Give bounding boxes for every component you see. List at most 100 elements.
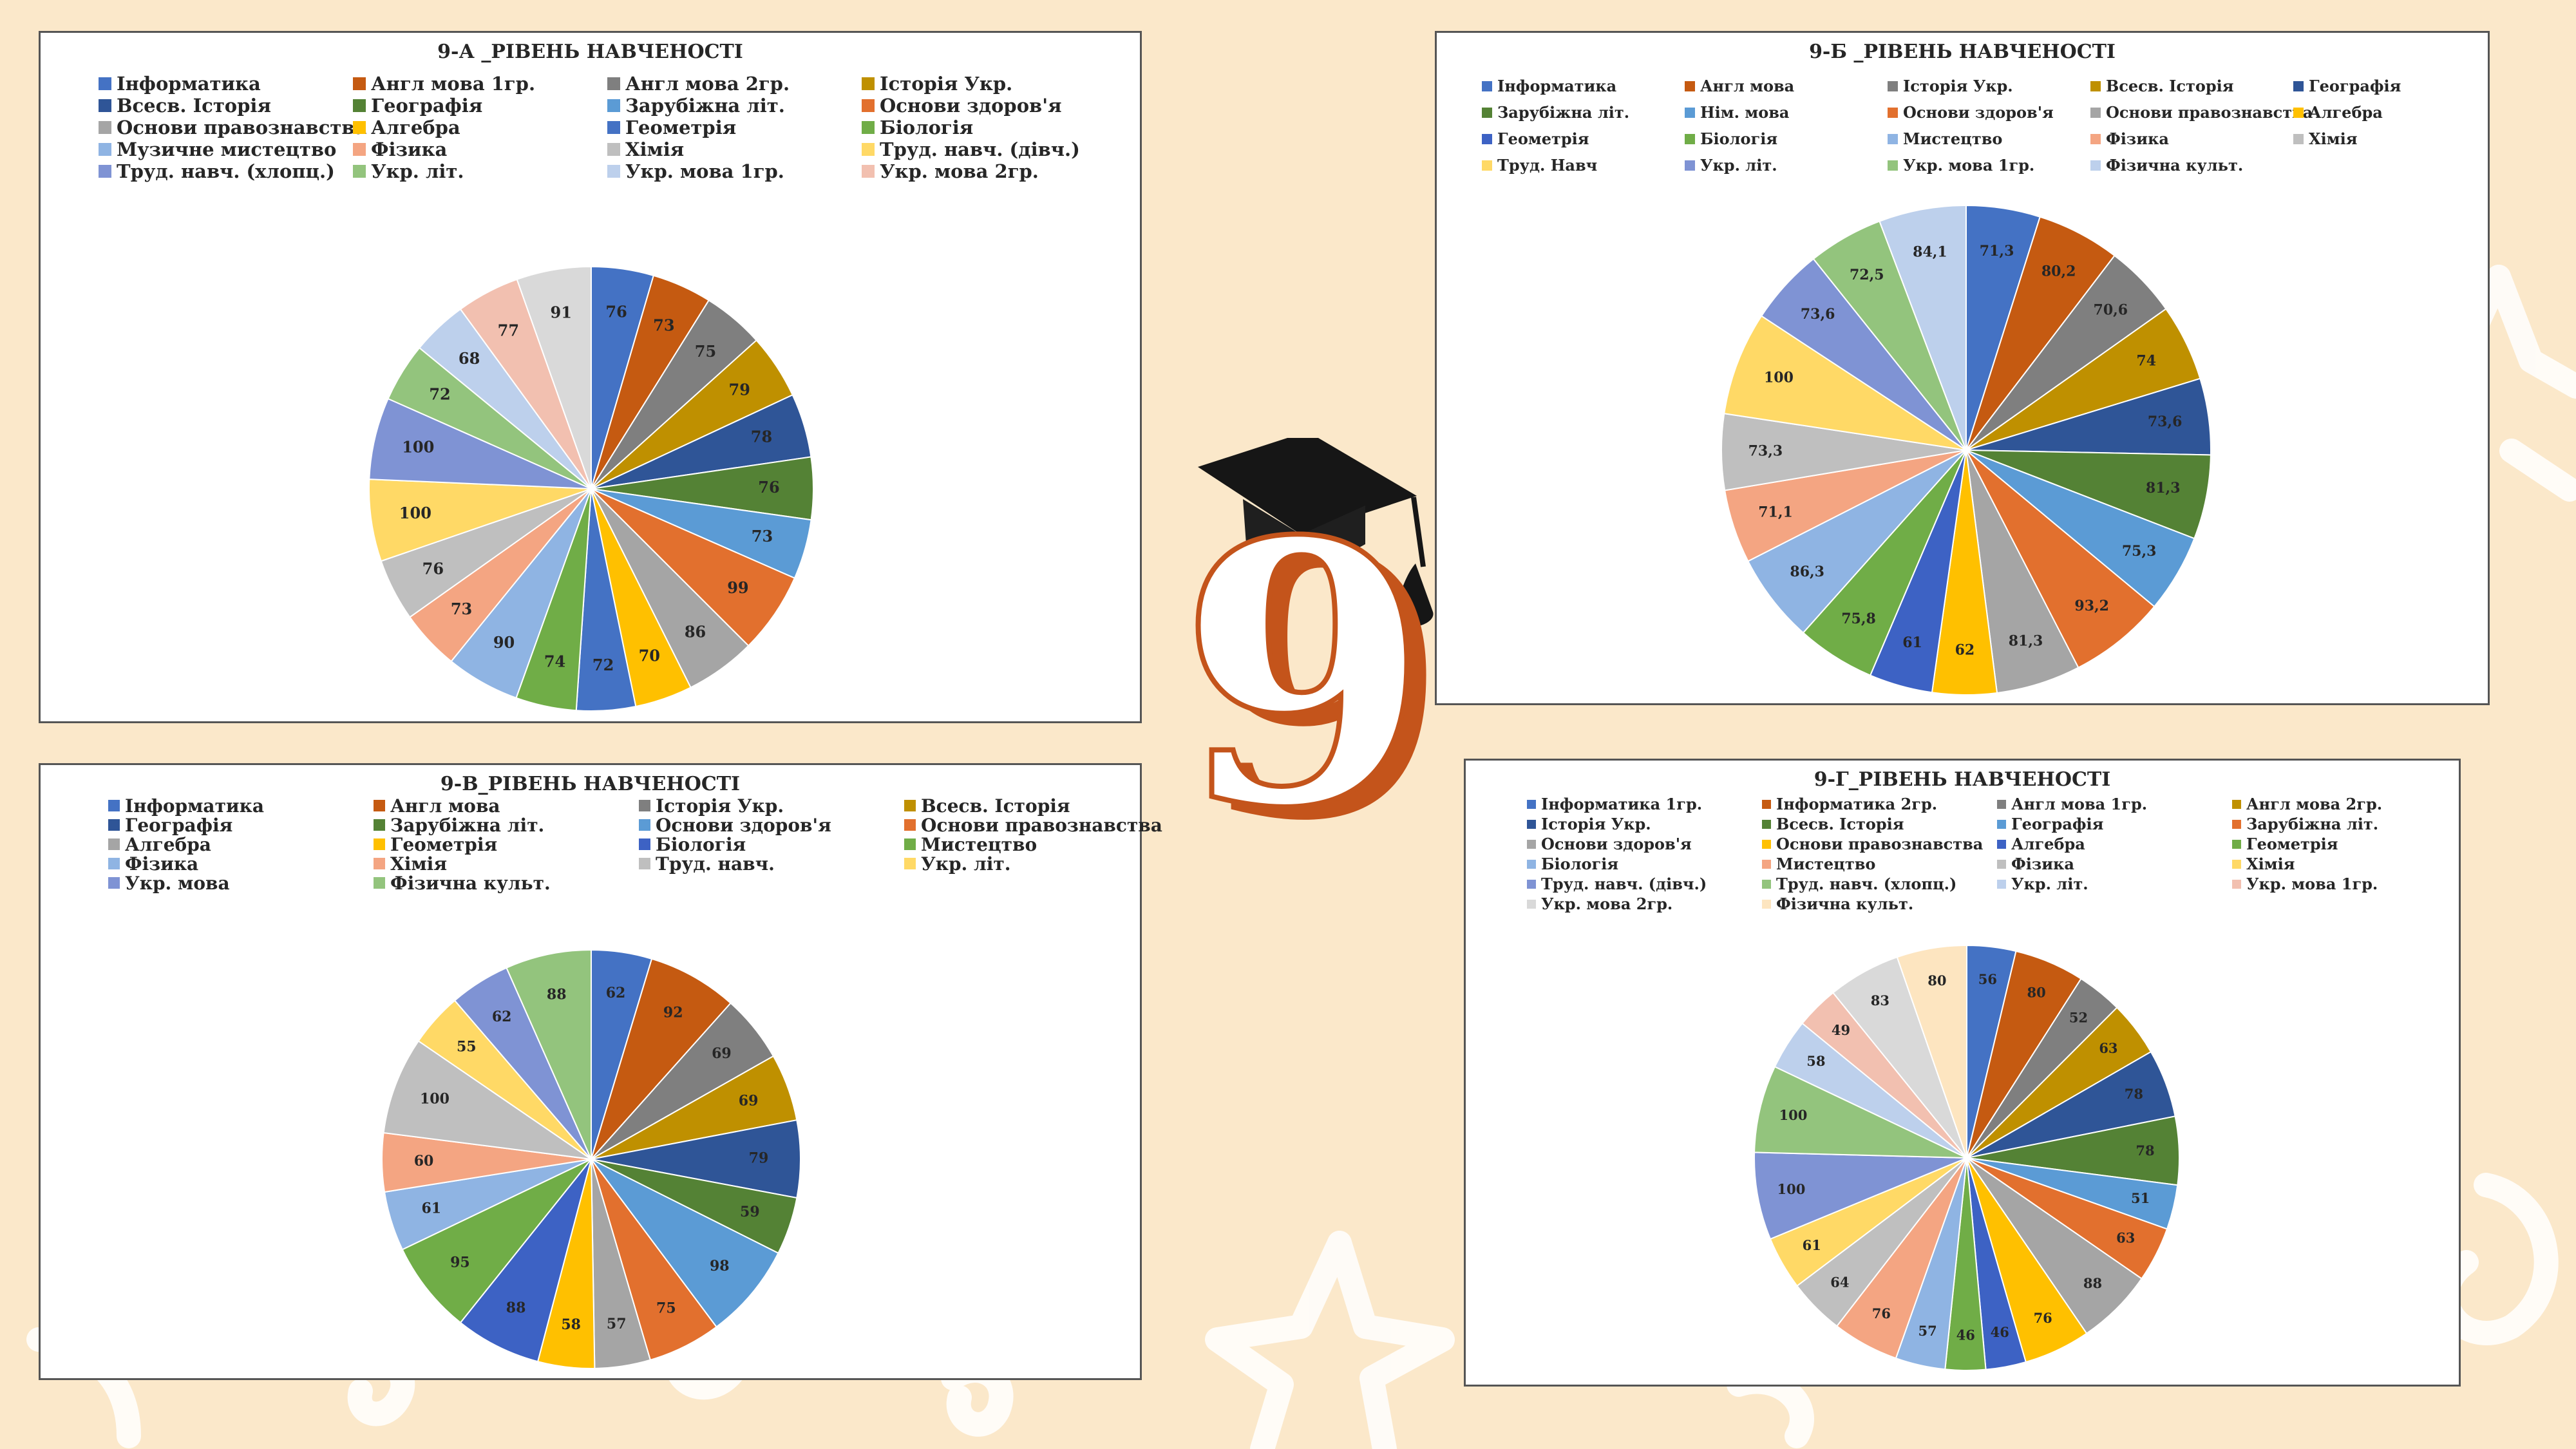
legend-label: Історія Укр. bbox=[880, 73, 1013, 95]
pie-slice bbox=[591, 1159, 779, 1328]
legend-item: Основи правознавства bbox=[2090, 99, 2313, 126]
legend-swatch bbox=[1482, 160, 1492, 171]
legend-item: Біологія bbox=[1527, 854, 1762, 874]
data-label: 100 bbox=[402, 438, 434, 457]
legend-item: Фізична культ. bbox=[374, 873, 639, 894]
pie-chart: 62 92 69 69 79 59 98 75 57 58 88 95 61 60 100 55 62 88 bbox=[381, 949, 801, 1369]
legend-label: Основи правознавства bbox=[1776, 835, 1984, 853]
data-label: 69 bbox=[739, 1092, 759, 1109]
legend-swatch bbox=[2090, 160, 2101, 171]
pie-chart: 71,3 80,2 70,6 74 73,6 81,3 75,3 93,2 81,3 62 61 75… bbox=[1721, 204, 2211, 696]
legend-label: Хімія bbox=[2309, 129, 2358, 148]
data-label: 100 bbox=[420, 1091, 450, 1108]
legend-swatch bbox=[353, 99, 366, 112]
legend-label: Геометрія bbox=[1497, 129, 1589, 148]
legend-item: Труд. навч. (хлопц.) bbox=[1762, 874, 1997, 894]
data-label: 51 bbox=[2131, 1190, 2150, 1206]
legend-swatch bbox=[904, 800, 916, 811]
legend-swatch bbox=[1685, 160, 1695, 171]
data-label: 70,6 bbox=[2094, 302, 2128, 319]
legend-item: Укр. літ. bbox=[353, 160, 607, 182]
legend-label: Англ мова bbox=[1700, 77, 1795, 95]
legend-item: Геометрія bbox=[1482, 126, 1685, 152]
legend-item: Хімія bbox=[607, 138, 862, 160]
legend-item: Англ мова 2гр. bbox=[607, 73, 862, 95]
legend-item: Основи здоров'я bbox=[1888, 99, 2090, 126]
data-label: 78 bbox=[751, 428, 772, 446]
legend-item: Труд. Навч bbox=[1482, 152, 1685, 178]
legend-label: Алгебра bbox=[125, 833, 211, 855]
legend-swatch bbox=[108, 819, 120, 831]
data-label: 71,3 bbox=[1980, 243, 2014, 260]
data-label: 100 bbox=[399, 504, 431, 522]
pie-slice bbox=[383, 1040, 592, 1160]
legend-item: Укр. мова 2гр. bbox=[862, 160, 1116, 182]
chart-title: 9-Г_РІВЕНЬ НАВЧЕНОСТІ bbox=[1814, 768, 2111, 791]
data-label: 49 bbox=[1832, 1022, 1850, 1038]
legend-label: Алгебра bbox=[2309, 103, 2383, 122]
legend-label: Хімія bbox=[390, 853, 448, 875]
legend-label: Укр. літ. bbox=[2011, 875, 2088, 893]
legend-label: Зарубіжна літ. bbox=[1497, 103, 1630, 122]
legend-item: Мистецтво bbox=[1762, 854, 1997, 874]
data-label: 62 bbox=[1955, 642, 1975, 659]
data-label: 64 bbox=[1830, 1274, 1849, 1290]
legend-label: Труд. навч. (хлопц.) bbox=[1776, 875, 1957, 893]
legend-swatch bbox=[1527, 819, 1536, 829]
data-label: 55 bbox=[457, 1039, 477, 1056]
pie-slice bbox=[1754, 1066, 1967, 1159]
data-label: 60 bbox=[414, 1153, 434, 1170]
legend-label: Історія Укр. bbox=[656, 795, 784, 817]
legend-item: Фізика bbox=[353, 138, 607, 160]
pie-slice bbox=[591, 1119, 801, 1199]
legend-label: Інформатика bbox=[1497, 77, 1617, 95]
legend-label: Труд. навч. (хлопц.) bbox=[117, 160, 335, 182]
legend-swatch bbox=[607, 165, 620, 178]
legend-swatch bbox=[2090, 80, 2101, 91]
legend-swatch bbox=[1888, 160, 1898, 171]
data-label: 71,1 bbox=[1758, 504, 1793, 520]
legend-label: Основи здоров'я bbox=[656, 814, 831, 836]
legend-swatch bbox=[1527, 859, 1536, 869]
legend-swatch bbox=[862, 121, 875, 134]
legend-item: Основи правознавства bbox=[99, 117, 366, 138]
legend-swatch bbox=[1482, 80, 1492, 91]
pie-slice bbox=[1965, 216, 2116, 451]
data-label: 100 bbox=[1779, 1107, 1807, 1123]
legend-label: Всесв. Історія bbox=[117, 95, 271, 117]
legend-item: Англ мова bbox=[374, 795, 639, 817]
data-label: 46 bbox=[1956, 1327, 1975, 1343]
legend-label: Англ мова 2гр. bbox=[625, 73, 790, 95]
data-label: 88 bbox=[2083, 1275, 2102, 1291]
legend-item: Біологія bbox=[862, 117, 1116, 138]
data-label: 88 bbox=[506, 1300, 526, 1316]
legend-item: Мистецтво bbox=[1888, 126, 2090, 152]
data-label: 58 bbox=[561, 1316, 581, 1333]
legend-swatch bbox=[607, 99, 620, 112]
legend-swatch bbox=[374, 858, 385, 869]
legend-item: Нім. мова bbox=[1685, 99, 1888, 126]
data-label: 76 bbox=[758, 478, 779, 497]
chart-panel-9g: 9-Г_РІВЕНЬ НАВЧЕНОСТІ Інформатика 1гр. Ін… bbox=[1464, 759, 2461, 1387]
legend-swatch bbox=[2232, 799, 2241, 809]
legend-item: Всесв. Історія bbox=[904, 795, 1170, 817]
data-label: 86,3 bbox=[1790, 564, 1824, 580]
data-label: 73,6 bbox=[2148, 413, 2183, 430]
data-label: 72 bbox=[592, 656, 614, 674]
legend-label: Інформатика bbox=[117, 73, 261, 95]
legend-swatch bbox=[1527, 899, 1536, 909]
legend-label: Біологія bbox=[880, 117, 974, 138]
legend-label: Всесв. Історія bbox=[2106, 77, 2234, 95]
legend-swatch bbox=[99, 165, 111, 178]
data-label: 80,2 bbox=[2041, 263, 2076, 280]
legend-swatch bbox=[1762, 859, 1771, 869]
data-label: 73,3 bbox=[1748, 442, 1783, 459]
data-label: 95 bbox=[450, 1255, 470, 1271]
legend-label: Труд. навч. (дівч.) bbox=[880, 138, 1080, 160]
legend-label: Укр. мова bbox=[125, 872, 230, 894]
legend-item: Алгебра bbox=[2293, 99, 2496, 126]
data-label: 98 bbox=[710, 1258, 730, 1274]
data-label: 81,3 bbox=[2009, 633, 2043, 650]
chart-legend: Інформатика Англ мова 1гр. Англ мова 2гр. І… bbox=[99, 73, 1116, 182]
legend-label: Укр. мова 2гр. bbox=[880, 160, 1039, 182]
